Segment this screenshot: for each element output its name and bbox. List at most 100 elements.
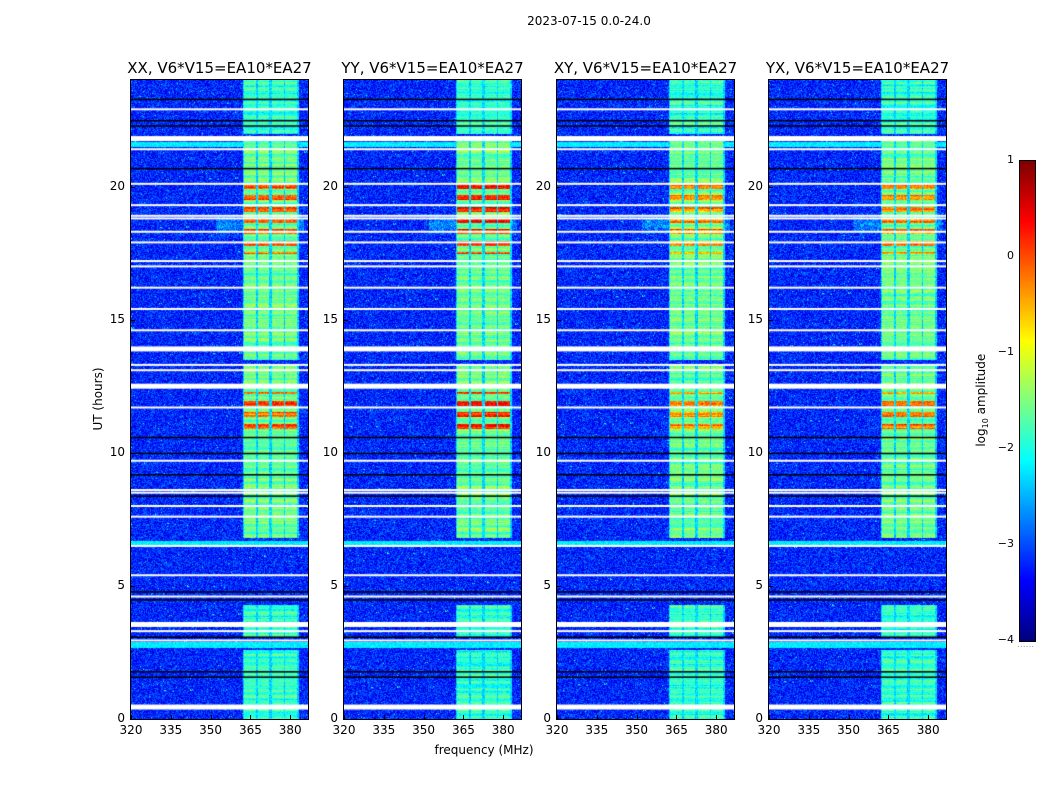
- colorbar-label-rest: amplitude: [973, 353, 988, 419]
- colorbar-tick-label: −4: [997, 633, 1014, 646]
- y-tick-label: 5: [330, 577, 338, 592]
- x-tick-mark: [676, 715, 678, 719]
- x-tick-mark: [210, 715, 212, 719]
- x-tick-mark: [928, 715, 930, 719]
- x-tick-mark: [250, 715, 252, 719]
- x-tick-mark: [848, 715, 850, 719]
- x-tick-label: 380: [278, 723, 302, 737]
- x-tick-label: 335: [372, 723, 396, 737]
- x-tick-mark: [131, 715, 132, 719]
- y-tick-mark: [344, 585, 348, 587]
- y-tick-mark: [131, 452, 135, 454]
- y-tick-label: 20: [109, 178, 125, 193]
- colorbar-tick-label: 1: [1007, 153, 1014, 166]
- x-tick-label: 350: [412, 723, 436, 737]
- x-tick-label: 380: [491, 723, 515, 737]
- colorbar-tick-label: −3: [997, 537, 1014, 550]
- y-tick-mark: [344, 452, 348, 454]
- x-tick-label: 335: [797, 723, 821, 737]
- y-tick-mark: [557, 319, 561, 321]
- y-tick-label: 10: [322, 444, 338, 459]
- x-tick-mark: [557, 715, 558, 719]
- colorbar: [1019, 160, 1036, 642]
- heatmap-panel: [130, 79, 309, 720]
- x-tick-label: 320: [545, 723, 569, 737]
- colorbar-tick-label: −1: [997, 345, 1014, 358]
- x-tick-mark: [170, 715, 172, 719]
- x-tick-label: 380: [916, 723, 940, 737]
- y-tick-label: 5: [755, 577, 763, 592]
- y-axis-label: UT (hours): [91, 367, 105, 431]
- y-tick-label: 5: [117, 577, 125, 592]
- x-tick-mark: [423, 715, 425, 719]
- colorbar-label-log: log: [973, 428, 988, 447]
- y-tick-mark: [769, 319, 773, 321]
- y-tick-label: 15: [535, 311, 551, 326]
- x-tick-mark: [344, 715, 345, 719]
- colorbar-label-sub: 10: [981, 418, 991, 429]
- y-tick-mark: [557, 452, 561, 454]
- y-tick-label: 0: [543, 711, 551, 725]
- colorbar-tick-label: −2: [997, 441, 1014, 454]
- x-tick-label: 335: [585, 723, 609, 737]
- y-tick-label: 0: [330, 711, 338, 725]
- panel-title: XX, V6*V15=EA10*EA27: [127, 59, 312, 77]
- x-tick-mark: [290, 715, 292, 719]
- x-tick-label: 320: [119, 723, 143, 737]
- panel-title: XY, V6*V15=EA10*EA27: [553, 59, 738, 77]
- panel-title: YY, V6*V15=EA10*EA27: [341, 59, 524, 77]
- x-tick-label: 350: [837, 723, 861, 737]
- x-tick-mark: [769, 715, 770, 719]
- x-tick-mark: [716, 715, 718, 719]
- y-tick-mark: [344, 186, 348, 188]
- y-tick-mark: [131, 186, 135, 188]
- y-tick-mark: [769, 452, 773, 454]
- y-tick-label: 0: [117, 711, 125, 725]
- x-tick-label: 365: [876, 723, 900, 737]
- y-tick-label: 15: [747, 311, 763, 326]
- x-tick-mark: [636, 715, 638, 719]
- y-tick-label: 5: [543, 577, 551, 592]
- panel-title: YX, V6*V15=EA10*EA27: [765, 59, 950, 77]
- y-tick-mark: [344, 719, 348, 720]
- x-axis-label: frequency (MHz): [434, 743, 534, 757]
- y-tick-mark: [769, 585, 773, 587]
- heatmap-panel: [343, 79, 522, 720]
- x-tick-mark: [503, 715, 505, 719]
- y-tick-label: 10: [747, 444, 763, 459]
- y-tick-mark: [557, 585, 561, 587]
- x-tick-mark: [888, 715, 890, 719]
- y-tick-mark: [769, 186, 773, 188]
- y-tick-label: 10: [535, 444, 551, 459]
- x-tick-label: 320: [757, 723, 781, 737]
- x-tick-label: 380: [704, 723, 728, 737]
- y-tick-label: 20: [747, 178, 763, 193]
- y-tick-label: 15: [109, 311, 125, 326]
- y-tick-mark: [131, 319, 135, 321]
- y-tick-mark: [131, 585, 135, 587]
- x-tick-label: 335: [159, 723, 183, 737]
- x-tick-label: 320: [332, 723, 356, 737]
- y-tick-label: 10: [109, 444, 125, 459]
- colorbar-dots: ......: [1017, 640, 1035, 650]
- y-tick-mark: [769, 719, 773, 720]
- y-tick-mark: [557, 719, 561, 720]
- x-tick-label: 365: [451, 723, 475, 737]
- y-tick-label: 15: [322, 311, 338, 326]
- x-tick-label: 350: [199, 723, 223, 737]
- y-tick-label: 20: [535, 178, 551, 193]
- y-tick-mark: [131, 719, 135, 720]
- x-tick-mark: [383, 715, 385, 719]
- x-tick-label: 365: [238, 723, 262, 737]
- heatmap-panel: [768, 79, 947, 720]
- x-tick-label: 350: [625, 723, 649, 737]
- colorbar-tick-label: 0: [1007, 249, 1014, 262]
- y-tick-mark: [557, 186, 561, 188]
- x-tick-mark: [808, 715, 810, 719]
- figure-title: 2023-07-15 0.0-24.0: [527, 14, 651, 28]
- x-tick-mark: [596, 715, 598, 719]
- x-tick-label: 365: [664, 723, 688, 737]
- y-tick-label: 20: [322, 178, 338, 193]
- y-tick-mark: [344, 319, 348, 321]
- y-tick-label: 0: [755, 711, 763, 725]
